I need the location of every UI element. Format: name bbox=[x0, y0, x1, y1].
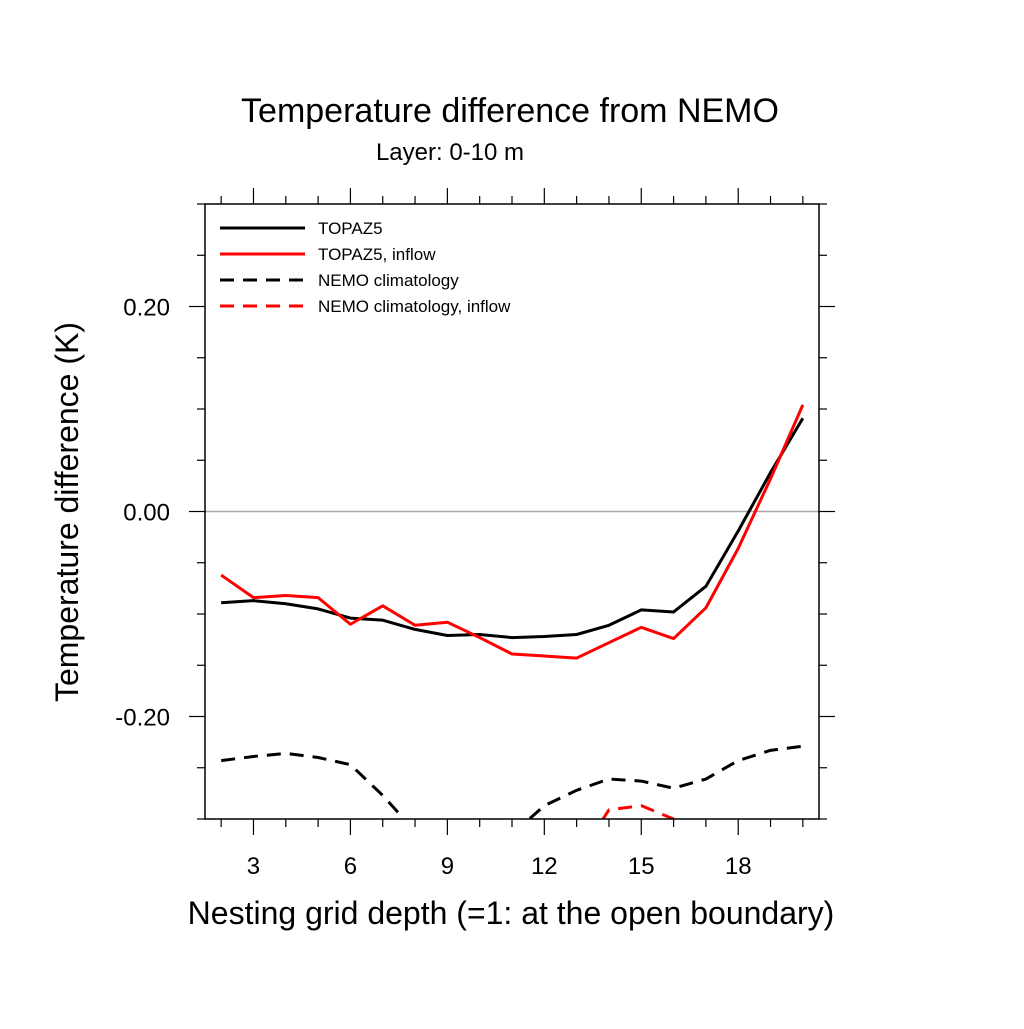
legend: TOPAZ5 TOPAZ5, inflow NEMO climatology NEMO… bbox=[220, 219, 511, 316]
y-tick-label: 0.00 bbox=[123, 500, 170, 527]
legend-label-3: NEMO climatology bbox=[318, 271, 459, 290]
x-axis-label: Nesting grid depth (=1: at the open boun… bbox=[188, 895, 835, 931]
x-tick-label: 15 bbox=[628, 853, 655, 880]
legend-label-4: NEMO climatology, inflow bbox=[318, 297, 511, 316]
y-tick-label: -0.20 bbox=[115, 705, 170, 732]
y-axis-label: Temperature difference (K) bbox=[49, 322, 85, 702]
chart-title: Temperature difference from NEMO bbox=[241, 92, 779, 130]
series-line-3 bbox=[220, 744, 804, 819]
series-line-1 bbox=[221, 417, 805, 640]
x-tick-label: 18 bbox=[725, 853, 752, 880]
y-tick-label: 0.20 bbox=[123, 295, 170, 322]
x-tick-label: 12 bbox=[531, 853, 558, 880]
legend-label-2: TOPAZ5, inflow bbox=[318, 245, 436, 264]
x-tick-label: 6 bbox=[344, 853, 357, 880]
series-line-4 bbox=[601, 804, 676, 819]
x-tick-label: 3 bbox=[247, 853, 260, 880]
plot-area bbox=[220, 404, 805, 819]
legend-label-1: TOPAZ5 bbox=[318, 219, 383, 238]
chart-subtitle: Layer: 0-10 m bbox=[376, 139, 524, 166]
x-tick-label: 9 bbox=[441, 853, 454, 880]
series-line-2 bbox=[220, 404, 805, 660]
